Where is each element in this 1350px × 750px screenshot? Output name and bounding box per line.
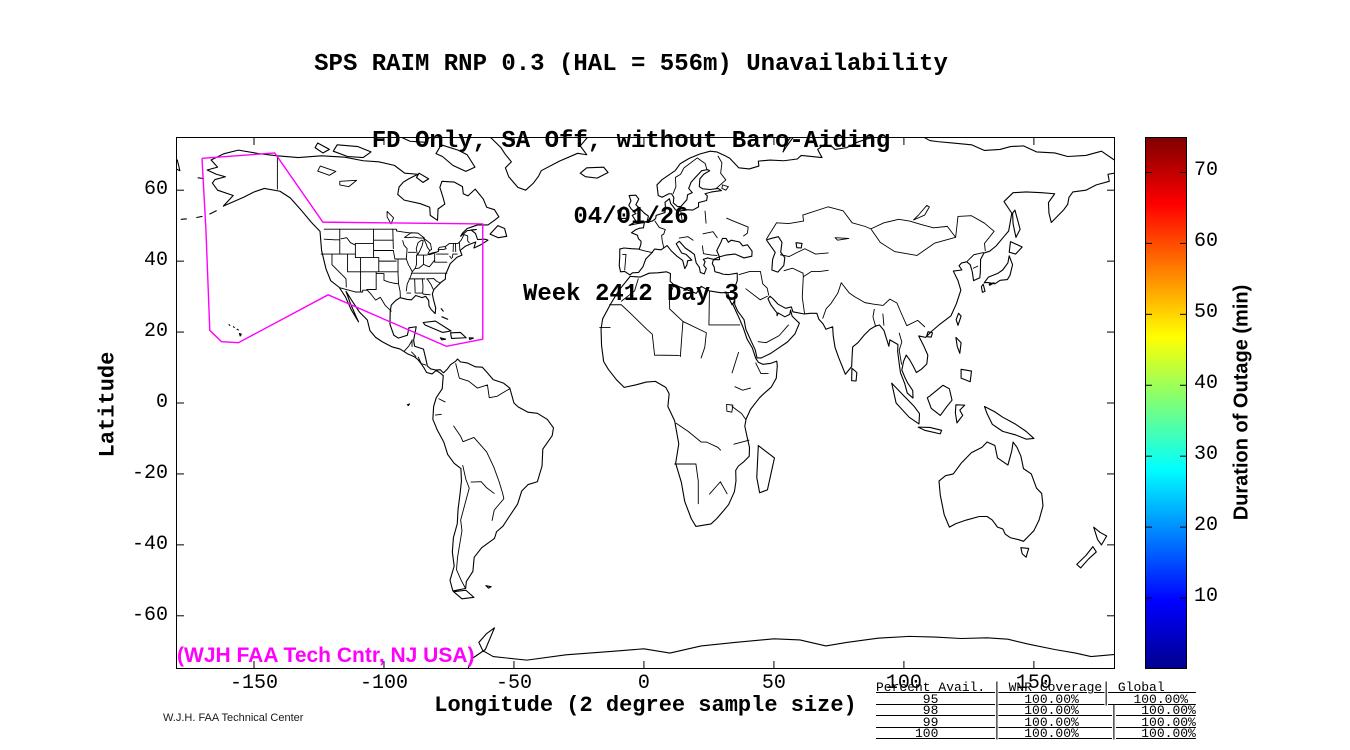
colorbar-tick-label: 50 <box>1194 301 1219 325</box>
y-tick-label: 60 <box>143 178 168 202</box>
colorbar-label: Duration of Outage (min) <box>1230 284 1253 521</box>
x-tick-label: 100 <box>885 672 922 695</box>
x-tick-label: 150 <box>1015 672 1052 695</box>
colorbar-tick-label: 60 <box>1194 230 1219 254</box>
credit-line-1: W.J.H. FAA Technical Center <box>163 712 304 724</box>
table-row-line: 99 | 100.00% | 100.00% <box>876 714 1196 730</box>
world-map <box>176 137 1115 669</box>
colorbar-tick-label: 20 <box>1194 514 1219 538</box>
x-tick-label: 0 <box>637 672 650 695</box>
x-tick-label: -100 <box>359 672 408 695</box>
y-tick-label: -60 <box>131 603 168 627</box>
table-row-line: 100 | 100.00% | 100.00% <box>876 726 1196 741</box>
x-tick-label: 50 <box>761 672 786 695</box>
x-tick-label: -150 <box>229 672 278 695</box>
table-row-line: 98 | 100.00% | 100.00% <box>876 703 1196 718</box>
y-axis-label: Latitude <box>95 351 121 458</box>
lakes-path <box>318 166 930 412</box>
colorbar-tick-label: 30 <box>1194 443 1219 467</box>
colorbar-tick-label: 70 <box>1194 159 1219 183</box>
map-credit-annotation: (WJH FAA Tech Cntr, NJ USA) <box>177 644 475 667</box>
colorbar <box>1145 137 1187 669</box>
y-tick-label: -20 <box>131 461 168 485</box>
y-tick-label: 0 <box>155 391 168 414</box>
x-axis-label: Longitude (2 degree sample size) <box>434 693 857 718</box>
y-tick-label: 40 <box>143 249 168 273</box>
table-header-line: Percent Avail. | WNR Coverage| Global <box>876 680 1196 695</box>
availability-table: Percent Avail. | WNR Coverage| Global 95… <box>876 680 1196 741</box>
table-row-line: 95 | 100.00% | 100.00% <box>876 691 1196 707</box>
figure-credit: W.J.H. FAA Technical Center WAAS Test Te… <box>163 686 303 750</box>
colorbar-tick-label: 40 <box>1194 372 1219 396</box>
us-states-path <box>321 229 460 297</box>
y-tick-label: -40 <box>131 532 168 556</box>
x-tick-label: -50 <box>495 672 532 695</box>
title-line-1: SPS RAIM RNP 0.3 (HAL = 556m) Unavailabi… <box>314 51 948 78</box>
colorbar-tick-label: 10 <box>1194 585 1219 609</box>
y-tick-label: 20 <box>143 320 168 344</box>
